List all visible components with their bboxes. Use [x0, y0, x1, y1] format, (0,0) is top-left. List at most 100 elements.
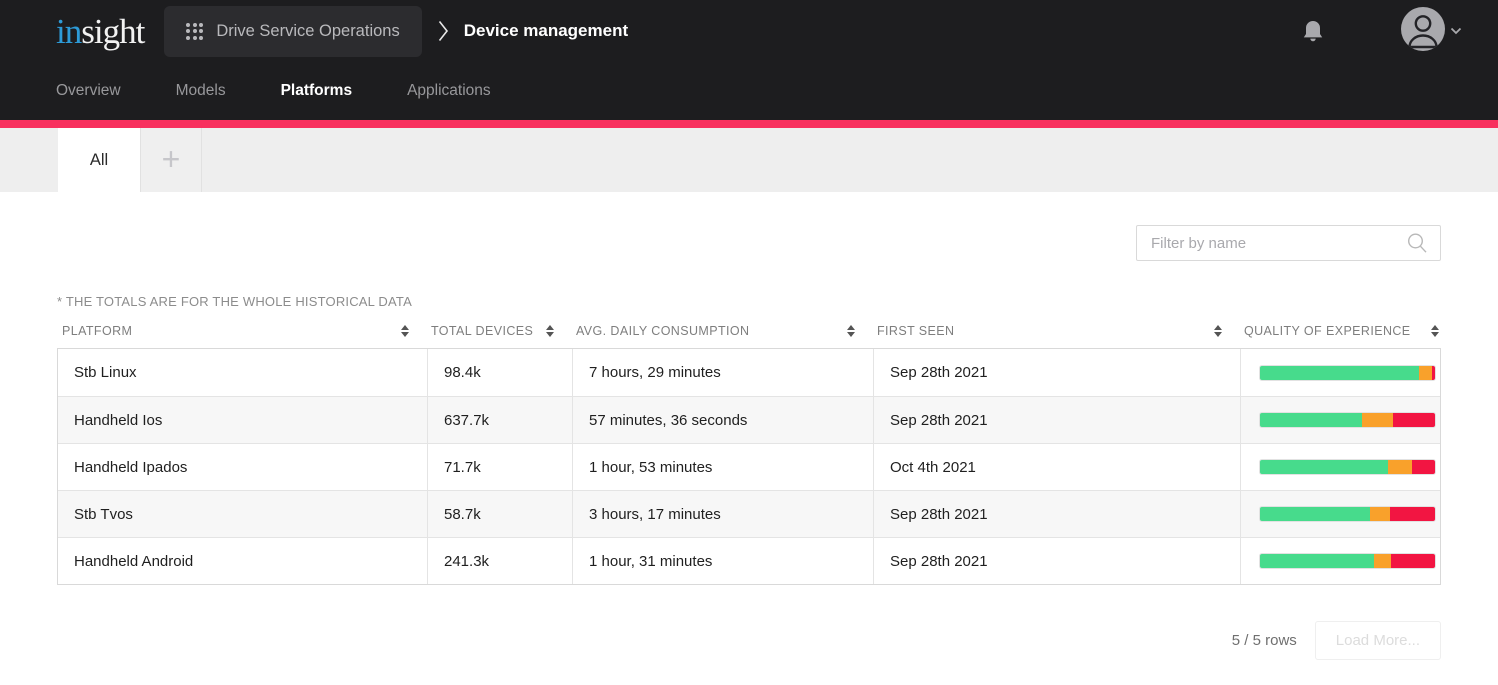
- column-header-first-seen[interactable]: FIRST SEEN: [872, 324, 1239, 338]
- workspace-selector[interactable]: Drive Service Operations: [164, 5, 422, 57]
- cell-first-seen: Sep 28th 2021: [873, 491, 1240, 537]
- qoe-segment-fair: [1373, 554, 1392, 568]
- qoe-bar: [1259, 412, 1436, 428]
- top-bar: insight Drive Service Operations Device …: [0, 0, 1498, 120]
- insight-logo[interactable]: insight: [56, 11, 145, 51]
- qoe-bar: [1259, 506, 1436, 522]
- user-menu[interactable]: [1401, 6, 1462, 56]
- cell-first-seen: Oct 4th 2021: [873, 444, 1240, 490]
- qoe-segment-fair: [1387, 460, 1413, 474]
- column-label: QUALITY OF EXPERIENCE: [1244, 324, 1411, 338]
- nav-item-platforms[interactable]: Platforms: [280, 82, 353, 99]
- filter-by-name-input[interactable]: [1137, 234, 1406, 252]
- notifications-bell-icon[interactable]: [1301, 20, 1325, 43]
- sort-icon: [546, 325, 554, 337]
- qoe-bar: [1259, 364, 1436, 381]
- cell-quality-of-experience: [1240, 491, 1440, 537]
- table-row: Handheld Android 241.3k 1 hour, 31 minut…: [58, 537, 1440, 584]
- cell-first-seen: Sep 28th 2021: [873, 538, 1240, 584]
- logo-part-in: in: [56, 11, 82, 51]
- tab-all[interactable]: All: [58, 128, 140, 192]
- cell-platform: Handheld Ios: [74, 411, 163, 429]
- cell-platform: Handheld Android: [74, 552, 194, 570]
- rows-count: 5 / 5 rows: [1231, 632, 1297, 649]
- qoe-segment-bad: [1412, 460, 1435, 474]
- qoe-segment-bad: [1393, 413, 1435, 427]
- page-title: Device management: [463, 21, 629, 40]
- cell-total-devices: 98.4k: [427, 349, 572, 396]
- cell-platform: Stb Tvos: [74, 505, 133, 523]
- filter-box: [1136, 225, 1441, 261]
- table-row: Handheld Ios 637.7k 57 minutes, 36 secon…: [58, 396, 1440, 443]
- primary-nav: Overview Models Platforms Applications: [0, 62, 1498, 120]
- cell-first-seen: Sep 28th 2021: [873, 349, 1240, 396]
- qoe-segment-bad: [1431, 365, 1435, 380]
- cell-quality-of-experience: [1240, 397, 1440, 443]
- avatar: [1401, 6, 1445, 56]
- logo-part-sight: sight: [81, 11, 145, 51]
- workspace-label: Drive Service Operations: [216, 21, 400, 40]
- qoe-segment-fair: [1370, 507, 1390, 521]
- qoe-segment-fair: [1419, 365, 1432, 380]
- cell-platform: Handheld Ipados: [74, 458, 188, 476]
- sort-icon: [401, 325, 409, 337]
- column-header-platform[interactable]: PLATFORM: [57, 324, 426, 338]
- cell-avg-daily-consumption: 7 hours, 29 minutes: [572, 349, 873, 396]
- cell-quality-of-experience: [1240, 444, 1440, 490]
- chevron-down-icon: [1450, 22, 1462, 40]
- qoe-bar: [1259, 459, 1436, 475]
- nav-item-applications[interactable]: Applications: [407, 82, 491, 99]
- search-icon[interactable]: [1406, 232, 1428, 254]
- nav-item-overview[interactable]: Overview: [56, 82, 121, 99]
- qoe-segment-good: [1260, 507, 1371, 521]
- table-row: Stb Linux 98.4k 7 hours, 29 minutes Sep …: [58, 349, 1440, 396]
- qoe-segment-good: [1260, 365, 1420, 380]
- table-row: Handheld Ipados 71.7k 1 hour, 53 minutes…: [58, 443, 1440, 490]
- sort-icon: [847, 325, 855, 337]
- cell-total-devices: 71.7k: [427, 444, 572, 490]
- apps-grid-icon: [186, 22, 204, 40]
- qoe-segment-good: [1260, 413, 1362, 427]
- column-header-total-devices[interactable]: TOTAL DEVICES: [426, 324, 571, 338]
- cell-first-seen: Sep 28th 2021: [873, 397, 1240, 443]
- breadcrumb-chevron-icon: [438, 20, 449, 42]
- column-header-quality-of-experience[interactable]: QUALITY OF EXPERIENCE: [1239, 324, 1441, 338]
- column-label: AVG. DAILY CONSUMPTION: [576, 324, 750, 338]
- sort-icon: [1431, 325, 1439, 337]
- load-more-button[interactable]: Load More...: [1314, 621, 1441, 660]
- qoe-bar: [1259, 553, 1436, 569]
- column-label: FIRST SEEN: [877, 324, 955, 338]
- cell-avg-daily-consumption: 3 hours, 17 minutes: [572, 491, 873, 537]
- cell-avg-daily-consumption: 57 minutes, 36 seconds: [572, 397, 873, 443]
- sort-icon: [1214, 325, 1222, 337]
- table-footer: 5 / 5 rows Load More...: [57, 621, 1441, 660]
- tab-strip-lead: [0, 128, 58, 192]
- nav-item-models[interactable]: Models: [175, 82, 226, 99]
- plus-icon: +: [161, 140, 181, 177]
- cell-avg-daily-consumption: 1 hour, 31 minutes: [572, 538, 873, 584]
- cell-total-devices: 241.3k: [427, 538, 572, 584]
- qoe-segment-bad: [1391, 554, 1435, 568]
- column-label: TOTAL DEVICES: [431, 324, 534, 338]
- qoe-segment-bad: [1389, 507, 1435, 521]
- top-bar-main-row: insight Drive Service Operations Device …: [0, 0, 1498, 62]
- table-header-row: PLATFORM TOTAL DEVICES AVG. DAILY CONSUM…: [57, 314, 1441, 348]
- table-note: * THE TOTALS ARE FOR THE WHOLE HISTORICA…: [57, 294, 412, 309]
- column-header-avg-daily-consumption[interactable]: AVG. DAILY CONSUMPTION: [571, 324, 872, 338]
- qoe-segment-good: [1260, 460, 1388, 474]
- column-label: PLATFORM: [62, 324, 133, 338]
- qoe-segment-good: [1260, 554, 1374, 568]
- cell-quality-of-experience: [1240, 538, 1440, 584]
- table-row: Stb Tvos 58.7k 3 hours, 17 minutes Sep 2…: [58, 490, 1440, 537]
- cell-total-devices: 637.7k: [427, 397, 572, 443]
- add-tab-button[interactable]: +: [140, 128, 202, 192]
- cell-total-devices: 58.7k: [427, 491, 572, 537]
- cell-avg-daily-consumption: 1 hour, 53 minutes: [572, 444, 873, 490]
- filter-row: [57, 225, 1441, 261]
- main-content: * THE TOTALS ARE FOR THE WHOLE HISTORICA…: [0, 225, 1498, 660]
- qoe-segment-fair: [1361, 413, 1393, 427]
- cell-platform: Stb Linux: [74, 364, 137, 381]
- table-body: Stb Linux 98.4k 7 hours, 29 minutes Sep …: [57, 348, 1441, 585]
- cell-quality-of-experience: [1240, 349, 1440, 396]
- accent-bar: [0, 120, 1498, 128]
